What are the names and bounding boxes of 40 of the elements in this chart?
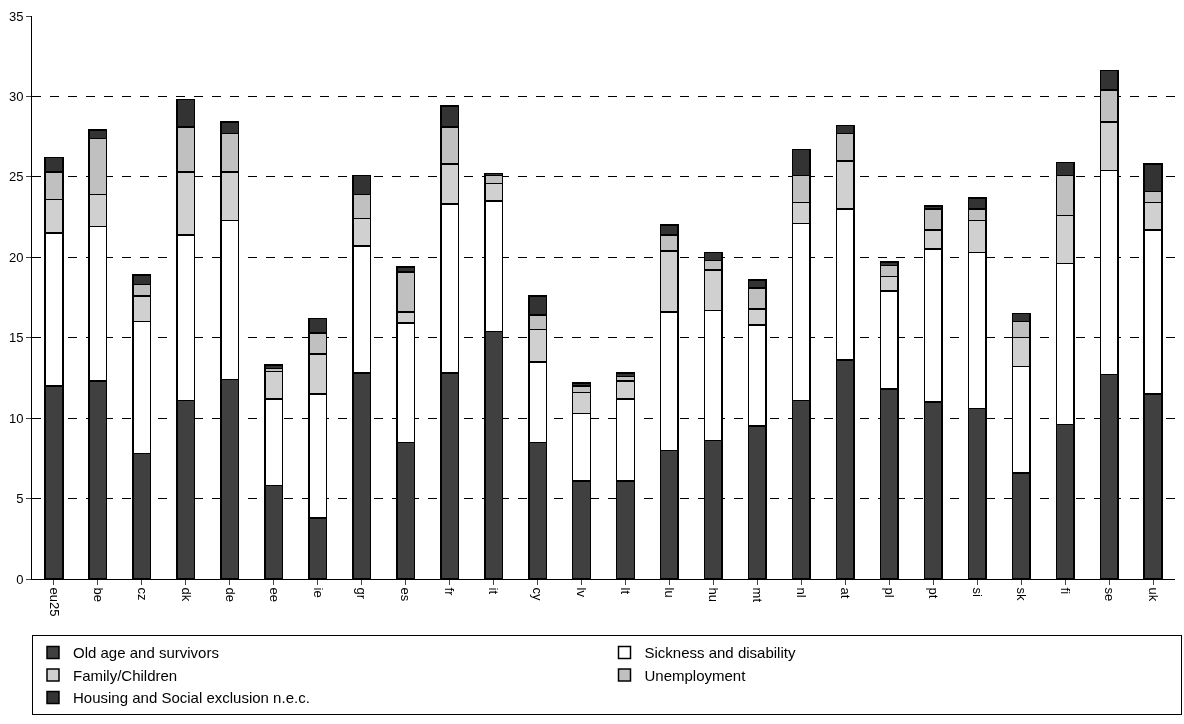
x-tick-label: eu25: [46, 587, 62, 617]
y-tick-label: 5: [16, 491, 24, 507]
x-tick-label: pt: [925, 587, 941, 599]
x-tick-label: mt: [750, 587, 766, 603]
x-tick-label: lv: [574, 587, 590, 598]
x-tick-label: cy: [530, 587, 546, 602]
x-tick-label: sk: [1013, 587, 1029, 602]
x-tick-label: be: [90, 587, 106, 603]
bar: [615, 372, 636, 378]
y-tick-label: 35: [8, 8, 24, 24]
x-tick-label: lt: [618, 587, 634, 595]
x-tick-label: dk: [178, 587, 194, 602]
x-tick-label: it: [486, 587, 502, 595]
x-tick-label: pl: [882, 587, 898, 598]
y-tick-label: 0: [16, 571, 24, 587]
x-tick-label: at: [838, 587, 854, 599]
x-tick-label: fi: [1057, 587, 1073, 595]
x-tick-label: es: [398, 587, 414, 602]
x-tick-label: lu: [662, 587, 678, 598]
x-tick-label: ie: [310, 587, 326, 598]
y-tick-label: 15: [8, 330, 24, 346]
y-tick-label: 25: [8, 169, 24, 185]
x-tick-label: cz: [134, 587, 150, 601]
x-tick-label: nl: [794, 587, 810, 598]
legend-label: Unemployment: [644, 666, 747, 684]
x-tick-label: gr: [354, 587, 370, 600]
legend-label: Old age and survivors: [73, 644, 219, 662]
x-tick-label: hu: [706, 587, 722, 603]
y-tick-label: 20: [8, 249, 24, 265]
y-tick-label: 10: [8, 410, 24, 426]
x-tick-label: si: [969, 587, 985, 598]
x-tick-label: se: [1101, 587, 1117, 602]
x-tick-label: fr: [442, 587, 458, 597]
x-tick-label: de: [222, 587, 238, 603]
x-tick-label: uk: [1145, 587, 1161, 602]
y-tick-label: 30: [8, 88, 24, 104]
x-tick-label: ee: [266, 587, 282, 603]
legend-label: Housing and Social exclusion n.e.c.: [73, 689, 310, 707]
legend-label: Family/Children: [73, 666, 178, 684]
legend-label: Sickness and disability: [644, 644, 796, 662]
